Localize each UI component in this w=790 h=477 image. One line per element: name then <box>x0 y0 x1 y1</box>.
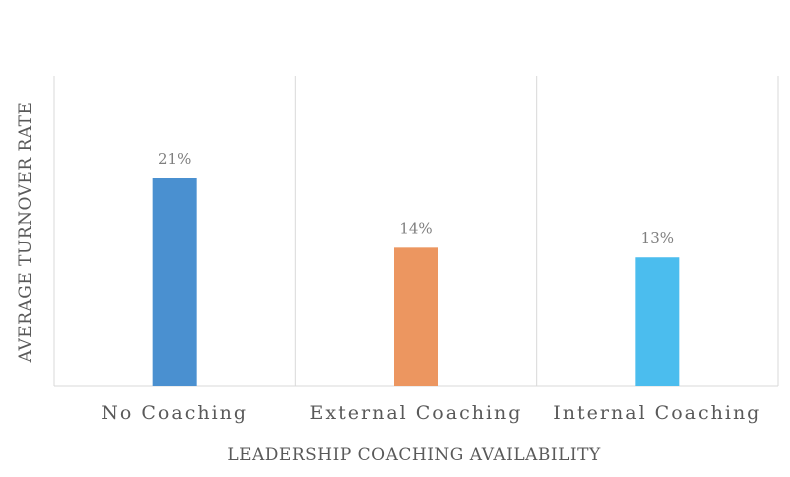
data-label: 21% <box>158 150 191 168</box>
category-tick-label: Internal Coaching <box>553 402 761 424</box>
bar-internal-coaching <box>635 257 680 386</box>
chart-bars <box>152 178 680 386</box>
bar-no-coaching <box>152 178 197 386</box>
category-tick-label: No Coaching <box>101 402 248 424</box>
category-tick-label: External Coaching <box>310 402 523 424</box>
chart-category-labels: No Coaching External Coaching Internal Coa… <box>101 402 761 424</box>
chart-data-labels: 21% 14% 13% <box>158 150 674 247</box>
data-label: 14% <box>399 219 432 237</box>
bar-external-coaching <box>394 247 438 386</box>
y-axis-title: AVERAGE TURNOVER RATE <box>16 102 36 364</box>
x-axis-title: LEADERSHIP COACHING AVAILABILITY <box>227 445 601 465</box>
data-label: 13% <box>641 229 674 247</box>
